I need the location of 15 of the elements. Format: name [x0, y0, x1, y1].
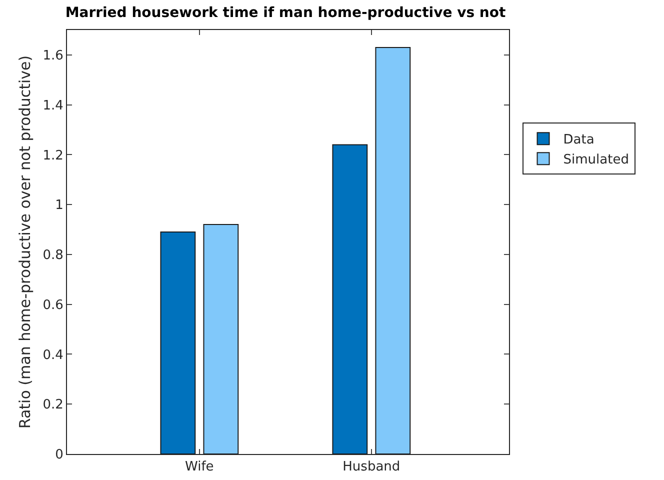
y-axis-title: Ratio (man home-productive over not productive): [16, 55, 34, 429]
x-tick-label: Husband: [342, 460, 400, 475]
x-tick-label: Wife: [185, 460, 214, 475]
y-tick-label: 1.6: [42, 48, 64, 64]
y-tick-label: 0.4: [42, 348, 64, 363]
y-tick-label: 1.2: [42, 148, 64, 164]
y-tick-label: 0.6: [42, 298, 64, 313]
y-tick-label: 1: [55, 198, 64, 214]
y-tick-label: 0.2: [42, 398, 64, 413]
legend-label: Data: [563, 132, 594, 148]
y-tick-label: 0: [55, 448, 64, 463]
legend-label: Simulated: [563, 152, 629, 168]
y-tick-label: 1.4: [42, 98, 64, 114]
y-tick-label: 0.8: [42, 248, 64, 264]
chart-title: Married housework time if man home-productive vs not: [65, 5, 506, 21]
